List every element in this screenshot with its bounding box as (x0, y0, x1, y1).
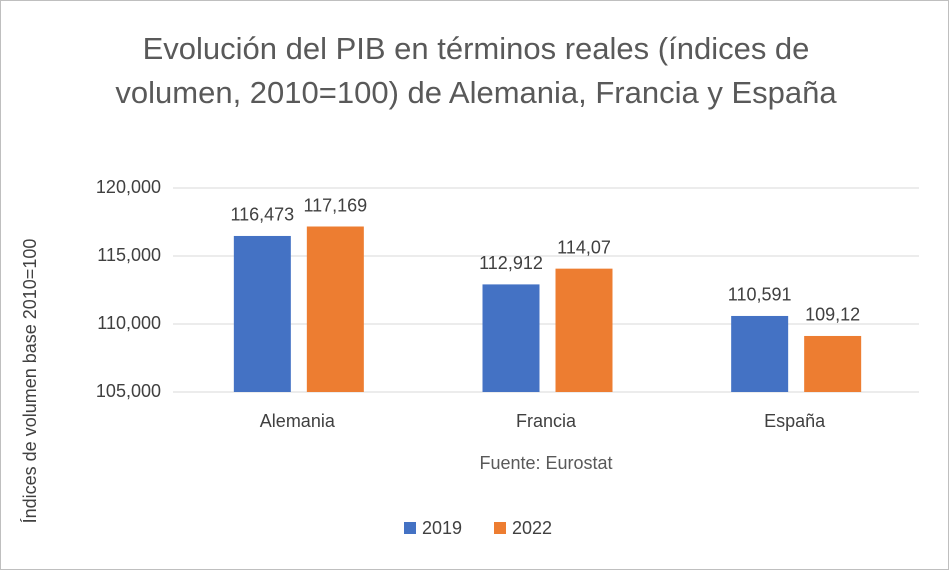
x-tick-label: España (764, 411, 826, 431)
value-label: 114,07 (557, 237, 611, 257)
bar (482, 284, 540, 392)
value-label: 109,12 (805, 305, 860, 325)
x-axis-title: Fuente: Eurostat (479, 453, 612, 473)
legend-swatch (494, 522, 506, 534)
x-tick-label: Francia (516, 411, 577, 431)
legend-label: 2019 (422, 518, 462, 538)
y-tick-label: 110,000 (97, 313, 161, 333)
y-axis-title: Índices de volumen base 2010=100 (20, 239, 40, 524)
bar (804, 335, 862, 392)
y-tick-label: 120,000 (96, 177, 161, 197)
bar (233, 235, 291, 392)
legend-swatch (404, 522, 416, 534)
bar (306, 226, 364, 392)
value-label: 117,169 (303, 195, 367, 215)
bar (555, 268, 613, 392)
bar (731, 315, 789, 392)
value-label: 110,591 (728, 285, 792, 305)
value-label: 116,473 (230, 205, 294, 225)
legend-label: 2022 (512, 518, 552, 538)
value-label: 112,912 (479, 253, 543, 273)
y-tick-label: 105,000 (96, 381, 161, 401)
chart-title: Evolución del PIB en términos reales (ín… (115, 31, 837, 110)
x-tick-label: Alemania (260, 411, 336, 431)
y-tick-label: 115,000 (97, 245, 161, 265)
